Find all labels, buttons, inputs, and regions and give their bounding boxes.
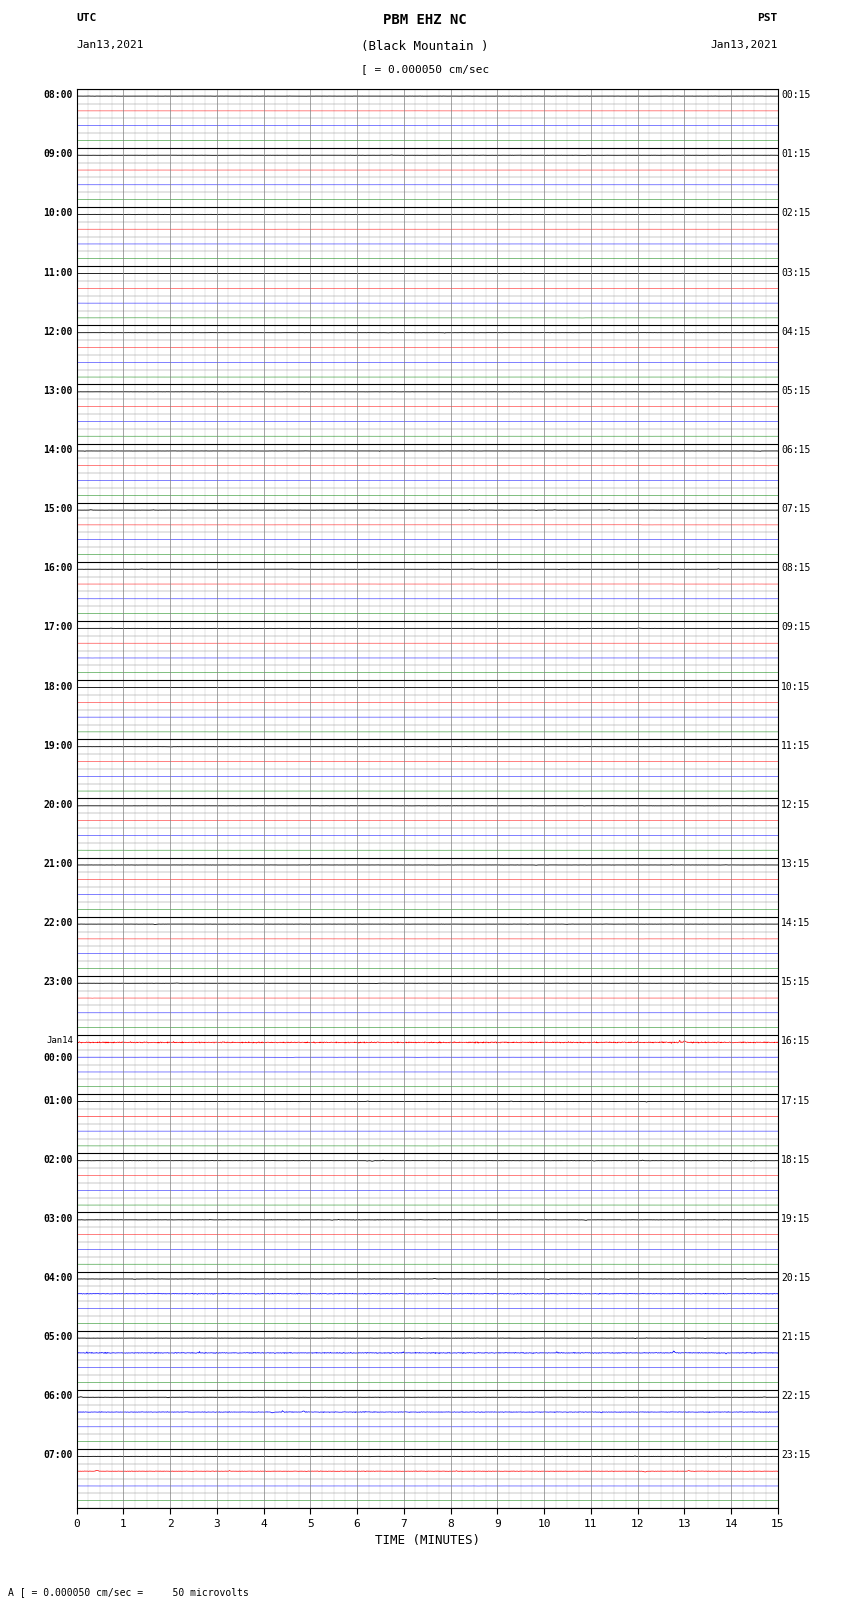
Text: 13:00: 13:00 [43,386,73,395]
Text: 07:15: 07:15 [781,505,811,515]
Text: 11:00: 11:00 [43,268,73,277]
Text: 04:15: 04:15 [781,327,811,337]
Text: 07:00: 07:00 [43,1450,73,1460]
Text: PBM EHZ NC: PBM EHZ NC [383,13,467,27]
Text: 15:15: 15:15 [781,977,811,987]
Text: 22:00: 22:00 [43,918,73,927]
Text: 20:00: 20:00 [43,800,73,810]
Text: 00:00: 00:00 [43,1053,73,1063]
Text: 23:00: 23:00 [43,977,73,987]
Text: 16:00: 16:00 [43,563,73,573]
Text: 01:00: 01:00 [43,1095,73,1105]
Text: 02:15: 02:15 [781,208,811,218]
Text: 03:00: 03:00 [43,1215,73,1224]
Text: 17:15: 17:15 [781,1095,811,1105]
Text: 14:00: 14:00 [43,445,73,455]
Text: 09:15: 09:15 [781,623,811,632]
Text: 05:15: 05:15 [781,386,811,395]
Text: 18:15: 18:15 [781,1155,811,1165]
Text: 14:15: 14:15 [781,918,811,927]
Text: 08:15: 08:15 [781,563,811,573]
Text: 02:00: 02:00 [43,1155,73,1165]
Text: [ = 0.000050 cm/sec: [ = 0.000050 cm/sec [361,65,489,74]
Text: 06:15: 06:15 [781,445,811,455]
Text: 19:00: 19:00 [43,740,73,750]
Text: 09:00: 09:00 [43,150,73,160]
Text: Jan13,2021: Jan13,2021 [711,40,778,50]
Text: 05:00: 05:00 [43,1332,73,1342]
Text: 12:15: 12:15 [781,800,811,810]
Text: 04:00: 04:00 [43,1273,73,1282]
Text: Jan14: Jan14 [46,1037,73,1045]
Text: PST: PST [757,13,778,23]
Text: 10:00: 10:00 [43,208,73,218]
Text: UTC: UTC [76,13,97,23]
Text: 20:15: 20:15 [781,1273,811,1282]
Text: 23:15: 23:15 [781,1450,811,1460]
Text: 19:15: 19:15 [781,1215,811,1224]
Text: 06:00: 06:00 [43,1392,73,1402]
Text: 16:15: 16:15 [781,1037,811,1047]
Text: 12:00: 12:00 [43,327,73,337]
Text: 00:15: 00:15 [781,90,811,100]
Text: A [ = 0.000050 cm/sec =     50 microvolts: A [ = 0.000050 cm/sec = 50 microvolts [8,1587,249,1597]
Text: 22:15: 22:15 [781,1392,811,1402]
Text: 17:00: 17:00 [43,623,73,632]
Text: 10:15: 10:15 [781,682,811,692]
Text: 13:15: 13:15 [781,860,811,869]
Text: 18:00: 18:00 [43,682,73,692]
Text: (Black Mountain ): (Black Mountain ) [361,40,489,53]
Text: 21:00: 21:00 [43,860,73,869]
Text: 11:15: 11:15 [781,740,811,750]
Text: 15:00: 15:00 [43,505,73,515]
Text: 08:00: 08:00 [43,90,73,100]
X-axis label: TIME (MINUTES): TIME (MINUTES) [375,1534,479,1547]
Text: Jan13,2021: Jan13,2021 [76,40,144,50]
Text: 21:15: 21:15 [781,1332,811,1342]
Text: 03:15: 03:15 [781,268,811,277]
Text: 01:15: 01:15 [781,150,811,160]
